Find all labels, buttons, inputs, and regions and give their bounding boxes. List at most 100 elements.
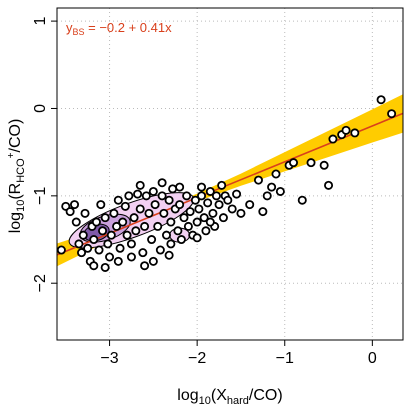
data-point: [140, 261, 150, 271]
data-point: [153, 221, 163, 231]
y-axis-title-base: log: [7, 212, 24, 233]
data-point: [175, 200, 185, 210]
data-point: [232, 189, 242, 199]
data-point: [122, 230, 132, 240]
data-point: [91, 217, 101, 227]
x-axis-title-sub2: hard: [227, 395, 249, 407]
x-tick-label: −1: [276, 350, 294, 367]
data-point: [80, 208, 90, 218]
data-point: [161, 230, 171, 240]
data-point: [140, 221, 150, 231]
data-point: [350, 128, 360, 138]
scatter-points: [57, 95, 397, 272]
x-axis-title-open: (X: [211, 387, 227, 404]
y-axis-title-sub2: HCO: [15, 158, 27, 183]
data-point: [328, 134, 338, 144]
data-point: [194, 204, 204, 214]
data-point: [133, 189, 143, 199]
data-point: [118, 217, 128, 227]
data-point: [275, 186, 285, 196]
data-point: [197, 191, 207, 201]
fit-equation-rhs: = −0.2 + 0.41x: [85, 20, 173, 35]
data-point: [253, 175, 263, 185]
data-point: [138, 248, 148, 258]
fit-equation-sub: BS: [73, 27, 85, 37]
data-point: [124, 191, 134, 201]
data-point: [176, 235, 186, 245]
x-tick-label: −2: [188, 350, 206, 367]
x-axis: −3 −2 −1 0: [100, 340, 377, 367]
data-point: [71, 217, 81, 227]
data-point: [112, 221, 122, 231]
data-point: [182, 191, 192, 201]
data-point: [190, 195, 200, 205]
data-point: [89, 235, 99, 245]
data-point: [341, 125, 351, 135]
data-point: [199, 213, 209, 223]
y-axis: −2 −1 0 1: [32, 17, 57, 292]
data-point: [144, 208, 154, 218]
data-point: [96, 200, 106, 210]
data-point: [100, 262, 110, 272]
data-point: [135, 204, 145, 214]
data-point: [126, 252, 136, 262]
y-tick-label: 0: [32, 104, 49, 113]
data-point: [203, 198, 213, 208]
data-point: [65, 207, 75, 217]
data-point: [218, 213, 228, 223]
fit-equation: yBS = −0.2 + 0.41x: [66, 20, 172, 37]
data-point: [179, 213, 189, 223]
plot-frame: [56, 7, 404, 341]
y-axis-title-open: (R: [7, 183, 24, 200]
data-point: [141, 191, 151, 201]
data-point: [211, 191, 221, 201]
data-point: [113, 256, 123, 266]
data-point: [227, 204, 237, 214]
data-point: [164, 250, 174, 260]
data-point: [205, 186, 215, 196]
x-tick-label: −3: [100, 350, 118, 367]
data-point: [262, 191, 272, 201]
data-point: [258, 207, 268, 217]
data-point: [148, 256, 158, 266]
data-point: [267, 182, 277, 192]
data-point: [185, 207, 195, 217]
data-point: [148, 186, 158, 196]
data-point: [89, 261, 99, 271]
data-point: [106, 230, 116, 240]
data-point: [103, 239, 113, 249]
data-point: [297, 195, 307, 205]
x-axis-title: log10(Xhard/CO): [177, 387, 282, 407]
data-point: [100, 213, 110, 223]
data-point: [129, 213, 139, 223]
data-point: [168, 184, 178, 194]
data-point: [109, 208, 119, 218]
data-point: [57, 245, 66, 255]
data-point: [387, 109, 397, 119]
data-point: [197, 182, 207, 192]
data-point: [135, 180, 145, 190]
x-axis-title-sub: 10: [199, 395, 211, 407]
data-point: [113, 195, 123, 205]
data-point: [192, 217, 202, 227]
data-point: [159, 208, 169, 218]
data-point: [126, 239, 136, 249]
y-axis-title-close: /CO): [7, 119, 24, 153]
data-point: [192, 233, 202, 243]
data-point: [245, 200, 255, 210]
data-point: [77, 248, 87, 258]
data-point: [78, 230, 88, 240]
data-point: [115, 243, 125, 253]
data-point: [83, 243, 93, 253]
x-axis-title-close: /CO): [249, 387, 283, 404]
data-point: [319, 160, 329, 170]
data-point: [214, 200, 224, 210]
data-point: [157, 178, 167, 188]
data-point: [173, 226, 183, 236]
data-point: [201, 226, 211, 236]
data-point: [166, 239, 176, 249]
data-point: [147, 235, 157, 245]
data-point: [74, 239, 84, 249]
y-tick-label: 1: [32, 17, 49, 26]
